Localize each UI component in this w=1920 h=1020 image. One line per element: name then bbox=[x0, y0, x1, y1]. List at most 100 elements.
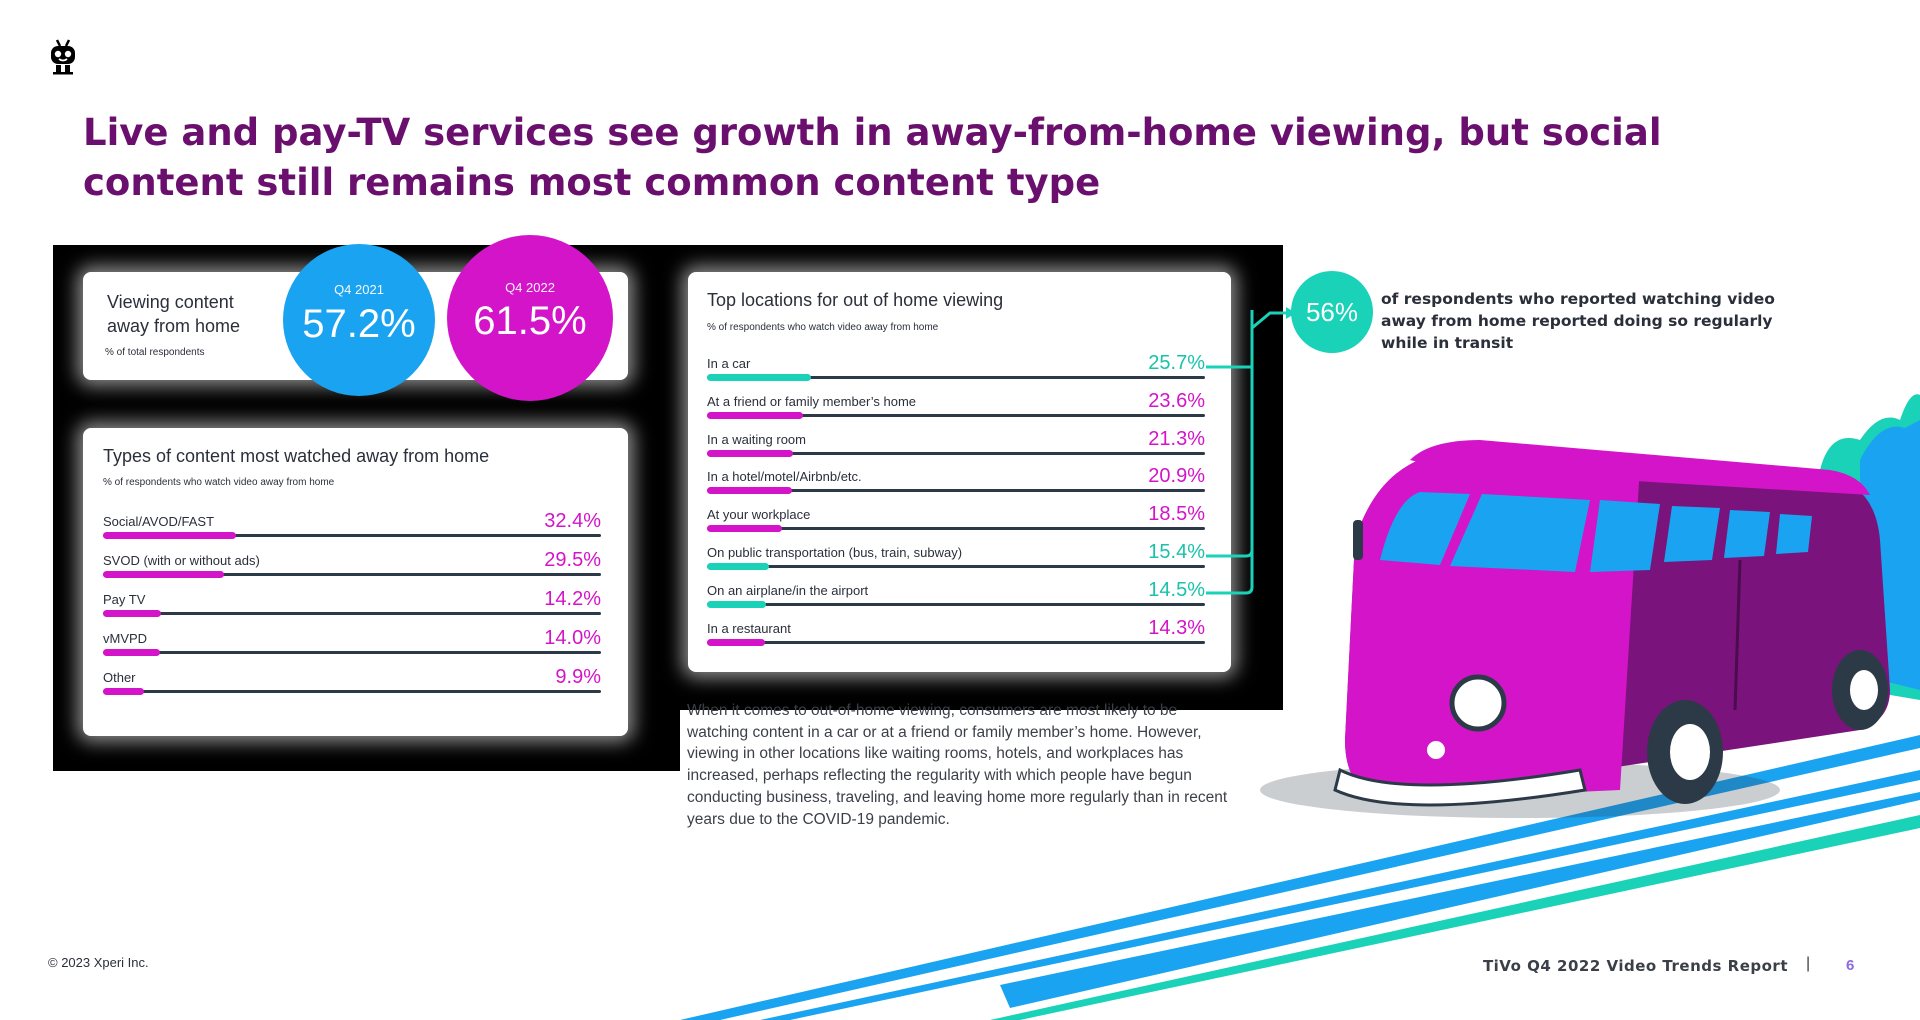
transit-connector bbox=[1206, 307, 1296, 595]
content_types-row: Social/AVOD/FAST 32.4% bbox=[103, 510, 601, 553]
copyright: © 2023 Xperi Inc. bbox=[48, 955, 149, 970]
locations-row: In a restaurant 14.3% bbox=[707, 617, 1205, 659]
locations-row-label: In a waiting room bbox=[707, 431, 806, 447]
bus-window-3 bbox=[1590, 500, 1660, 572]
content_types-row-value: 29.5% bbox=[544, 549, 601, 571]
content-types-subtitle: % of respondents who watch video away fr… bbox=[103, 477, 335, 488]
bus-window-2 bbox=[1450, 494, 1590, 572]
q4-2021-value: 57.2% bbox=[302, 302, 416, 346]
locations-row-value: 18.5% bbox=[1148, 503, 1205, 526]
locations-row-fill bbox=[707, 487, 792, 495]
locations-title: Top locations for out of home viewing bbox=[707, 290, 1004, 310]
locations-row-value: 14.5% bbox=[1148, 578, 1205, 601]
report-title: TiVo Q4 2022 Video Trends Report bbox=[1482, 957, 1788, 975]
locations-row-label: On public transportation (bus, train, su… bbox=[707, 545, 963, 560]
content_types-row-label: SVOD (with or without ads) bbox=[103, 553, 260, 568]
locations-row-track bbox=[707, 376, 1205, 379]
content_types-row-track bbox=[103, 612, 601, 615]
content_types-row-fill bbox=[103, 688, 144, 695]
locations-row-value: 14.3% bbox=[1148, 616, 1205, 639]
bus-window-6 bbox=[1776, 514, 1812, 554]
q4-2021-label: Q4 2021 bbox=[334, 282, 384, 297]
locations-row-label: In a car bbox=[707, 356, 751, 371]
content_types-row-fill bbox=[103, 610, 161, 617]
footer-separator: | bbox=[1806, 955, 1811, 972]
bus-body bbox=[1345, 452, 1890, 800]
locations-row-fill bbox=[707, 411, 803, 419]
viewing-subtitle: % of total respondents bbox=[105, 347, 205, 358]
content_types-row-label: vMVPD bbox=[103, 631, 148, 646]
q4-2022-value: 61.5% bbox=[473, 299, 587, 343]
bus-rear-wheel bbox=[1832, 650, 1888, 730]
locations-row: On public transportation (bus, train, su… bbox=[707, 541, 1205, 583]
q4-2022-circle: Q4 2022 61.5% bbox=[447, 235, 613, 401]
content_types-row-track bbox=[103, 690, 601, 693]
locations-row-value: 20.9% bbox=[1148, 465, 1205, 488]
bus-window-5 bbox=[1724, 510, 1770, 558]
content_types-row-fill bbox=[103, 532, 236, 539]
bus-window-4 bbox=[1664, 506, 1720, 562]
locations-row: At your workplace 18.5% bbox=[707, 503, 1205, 545]
locations-row-label: In a restaurant bbox=[707, 620, 791, 636]
transit-stat-circle: 56% bbox=[1291, 271, 1373, 353]
content_types-row-track bbox=[103, 573, 601, 576]
locations-rows: In a car 25.7% At a friend or family membe… bbox=[707, 352, 1205, 659]
tivo-logo-icon bbox=[51, 39, 75, 75]
content-types-title: Types of content most watched away from … bbox=[103, 446, 490, 466]
bus-bumper bbox=[1333, 767, 1587, 807]
content_types-row-fill bbox=[103, 571, 224, 578]
locations-row: At a friend or family member’s home 23.6% bbox=[707, 390, 1205, 432]
locations-row-value: 23.6% bbox=[1148, 389, 1205, 412]
viewing-title-line2: away from home bbox=[107, 316, 241, 336]
locations-row-fill bbox=[707, 638, 765, 646]
locations-card: Top locations for out of home viewing % … bbox=[688, 272, 1231, 672]
bus-window-1 bbox=[1380, 492, 1470, 565]
locations-row-fill bbox=[707, 374, 811, 381]
content-types-card: Types of content most watched away from … bbox=[83, 428, 628, 736]
bus-front-wheel bbox=[1647, 700, 1723, 804]
locations-row-track bbox=[707, 489, 1205, 493]
q4-2021-circle: Q4 2021 57.2% bbox=[283, 244, 435, 396]
locations-row-value: 15.4% bbox=[1148, 541, 1205, 563]
bus-roof bbox=[1410, 440, 1870, 495]
bus-front bbox=[1345, 452, 1640, 800]
locations-row: On an airplane/in the airport 14.5% bbox=[707, 579, 1205, 621]
locations-row-label: At your workplace bbox=[707, 507, 811, 523]
content_types-row-label: Pay TV bbox=[103, 592, 146, 607]
content_types-row-value: 14.2% bbox=[544, 588, 601, 610]
content_types-row-value: 32.4% bbox=[544, 510, 601, 532]
page-number: 6 bbox=[1846, 957, 1855, 974]
body-paragraph: When it comes to out-of-home viewing, co… bbox=[687, 702, 1228, 828]
content_types-row-label: Other bbox=[103, 670, 136, 685]
locations-row-fill bbox=[707, 600, 766, 608]
content_types-row-track bbox=[103, 534, 601, 537]
content_types-row: SVOD (with or without ads) 29.5% bbox=[103, 549, 601, 592]
bus-indicator bbox=[1427, 741, 1445, 759]
locations-row-label: In a hotel/motel/Airbnb/etc. bbox=[707, 469, 862, 485]
locations-row-fill bbox=[707, 525, 782, 533]
locations-row-label: At a friend or family member’s home bbox=[707, 393, 917, 409]
road-stripe-3 bbox=[990, 815, 1920, 1020]
locations-row: In a car 25.7% bbox=[707, 352, 1205, 394]
content_types-row-value: 9.9% bbox=[555, 666, 601, 688]
locations-row-track bbox=[707, 527, 1205, 531]
content_types-row: Pay TV 14.2% bbox=[103, 588, 601, 631]
content_types-row-label: Social/AVOD/FAST bbox=[103, 514, 215, 529]
locations-subtitle: % of respondents who watch video away fr… bbox=[707, 322, 939, 333]
locations-row-track bbox=[707, 640, 1205, 644]
content_types-row-fill bbox=[103, 649, 160, 656]
locations-row-fill bbox=[707, 563, 769, 570]
locations-row-label: On an airplane/in the airport bbox=[707, 582, 869, 598]
locations-row: In a hotel/motel/Airbnb/etc. 20.9% bbox=[707, 465, 1205, 507]
locations-row-track bbox=[707, 602, 1205, 606]
locations-row-fill bbox=[707, 449, 793, 457]
foliage-teal bbox=[1820, 394, 1920, 700]
locations-row-track bbox=[707, 565, 1205, 568]
locations-row: In a waiting room 21.3% bbox=[707, 428, 1205, 470]
content_types-row-value: 14.0% bbox=[544, 627, 601, 649]
viewing-title-line1: Viewing content bbox=[107, 292, 234, 312]
foliage-blue bbox=[1860, 420, 1920, 690]
content-types-rows: Social/AVOD/FAST 32.4% SVOD (with or witho… bbox=[103, 510, 601, 714]
content_types-row-track bbox=[103, 651, 601, 654]
content_types-row: Other 9.9% bbox=[103, 666, 601, 709]
